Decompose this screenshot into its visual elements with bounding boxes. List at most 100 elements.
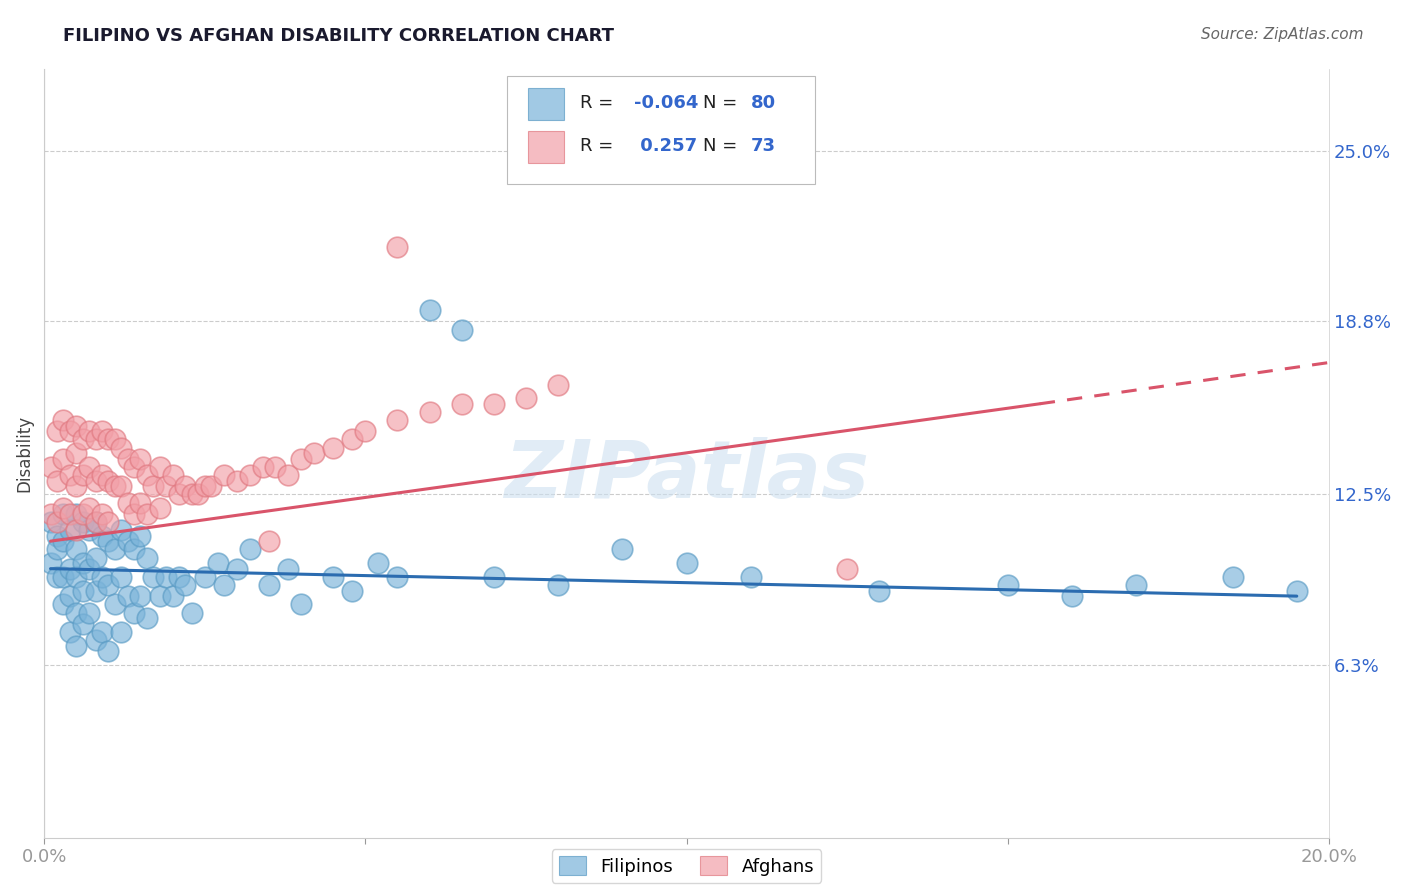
- Point: [515, 391, 537, 405]
- Point: [482, 570, 505, 584]
- Point: [110, 441, 132, 455]
- Point: [290, 598, 312, 612]
- Text: R =: R =: [579, 95, 619, 112]
- Point: [135, 550, 157, 565]
- Point: [225, 561, 247, 575]
- Point: [110, 523, 132, 537]
- Text: FILIPINO VS AFGHAN DISABILITY CORRELATION CHART: FILIPINO VS AFGHAN DISABILITY CORRELATIO…: [63, 27, 614, 45]
- Point: [207, 556, 229, 570]
- Point: [129, 451, 152, 466]
- Point: [97, 534, 120, 549]
- Text: N =: N =: [703, 95, 744, 112]
- Point: [59, 589, 82, 603]
- Point: [122, 460, 145, 475]
- Point: [1060, 589, 1083, 603]
- Point: [135, 468, 157, 483]
- Point: [65, 479, 87, 493]
- Point: [225, 474, 247, 488]
- Point: [65, 639, 87, 653]
- Point: [419, 405, 441, 419]
- Point: [110, 570, 132, 584]
- Point: [367, 556, 389, 570]
- Point: [59, 561, 82, 575]
- Point: [387, 570, 409, 584]
- Point: [77, 523, 100, 537]
- Point: [277, 561, 299, 575]
- Point: [277, 468, 299, 483]
- Point: [167, 570, 190, 584]
- Text: 0.257: 0.257: [634, 137, 697, 155]
- Point: [90, 624, 112, 639]
- Point: [90, 468, 112, 483]
- Point: [110, 479, 132, 493]
- Point: [72, 556, 94, 570]
- Point: [740, 570, 762, 584]
- Point: [129, 529, 152, 543]
- Point: [117, 496, 139, 510]
- Point: [84, 474, 107, 488]
- Point: [77, 606, 100, 620]
- Text: 80: 80: [751, 95, 776, 112]
- Point: [187, 487, 209, 501]
- Point: [72, 583, 94, 598]
- Point: [65, 606, 87, 620]
- Point: [84, 550, 107, 565]
- Point: [52, 501, 75, 516]
- Point: [212, 468, 235, 483]
- Point: [46, 515, 69, 529]
- Point: [135, 611, 157, 625]
- Point: [239, 468, 262, 483]
- Text: N =: N =: [703, 137, 744, 155]
- Point: [142, 479, 165, 493]
- Point: [84, 583, 107, 598]
- Point: [77, 424, 100, 438]
- Point: [84, 515, 107, 529]
- Point: [59, 624, 82, 639]
- Point: [46, 570, 69, 584]
- Point: [387, 413, 409, 427]
- FancyBboxPatch shape: [506, 76, 815, 184]
- Point: [46, 529, 69, 543]
- Point: [77, 460, 100, 475]
- Point: [1125, 578, 1147, 592]
- Point: [77, 561, 100, 575]
- Point: [200, 479, 222, 493]
- Point: [39, 460, 62, 475]
- Point: [450, 397, 472, 411]
- Point: [482, 397, 505, 411]
- Point: [149, 460, 172, 475]
- Point: [65, 570, 87, 584]
- Point: [97, 515, 120, 529]
- Point: [65, 507, 87, 521]
- Point: [59, 468, 82, 483]
- Point: [97, 433, 120, 447]
- Point: [322, 441, 344, 455]
- Point: [142, 570, 165, 584]
- Point: [129, 589, 152, 603]
- Point: [39, 515, 62, 529]
- Point: [122, 507, 145, 521]
- Point: [97, 474, 120, 488]
- Point: [72, 433, 94, 447]
- Text: 73: 73: [751, 137, 776, 155]
- Point: [84, 515, 107, 529]
- Text: -0.064: -0.064: [634, 95, 699, 112]
- Point: [149, 501, 172, 516]
- Point: [155, 570, 177, 584]
- Point: [72, 468, 94, 483]
- Point: [65, 418, 87, 433]
- Point: [387, 240, 409, 254]
- Point: [52, 598, 75, 612]
- Point: [104, 598, 127, 612]
- Point: [302, 446, 325, 460]
- Point: [77, 501, 100, 516]
- Point: [129, 496, 152, 510]
- Point: [97, 578, 120, 592]
- Point: [149, 589, 172, 603]
- Text: Source: ZipAtlas.com: Source: ZipAtlas.com: [1201, 27, 1364, 42]
- Point: [97, 644, 120, 658]
- Point: [46, 542, 69, 557]
- Point: [162, 468, 184, 483]
- Y-axis label: Disability: Disability: [15, 415, 32, 491]
- Point: [84, 433, 107, 447]
